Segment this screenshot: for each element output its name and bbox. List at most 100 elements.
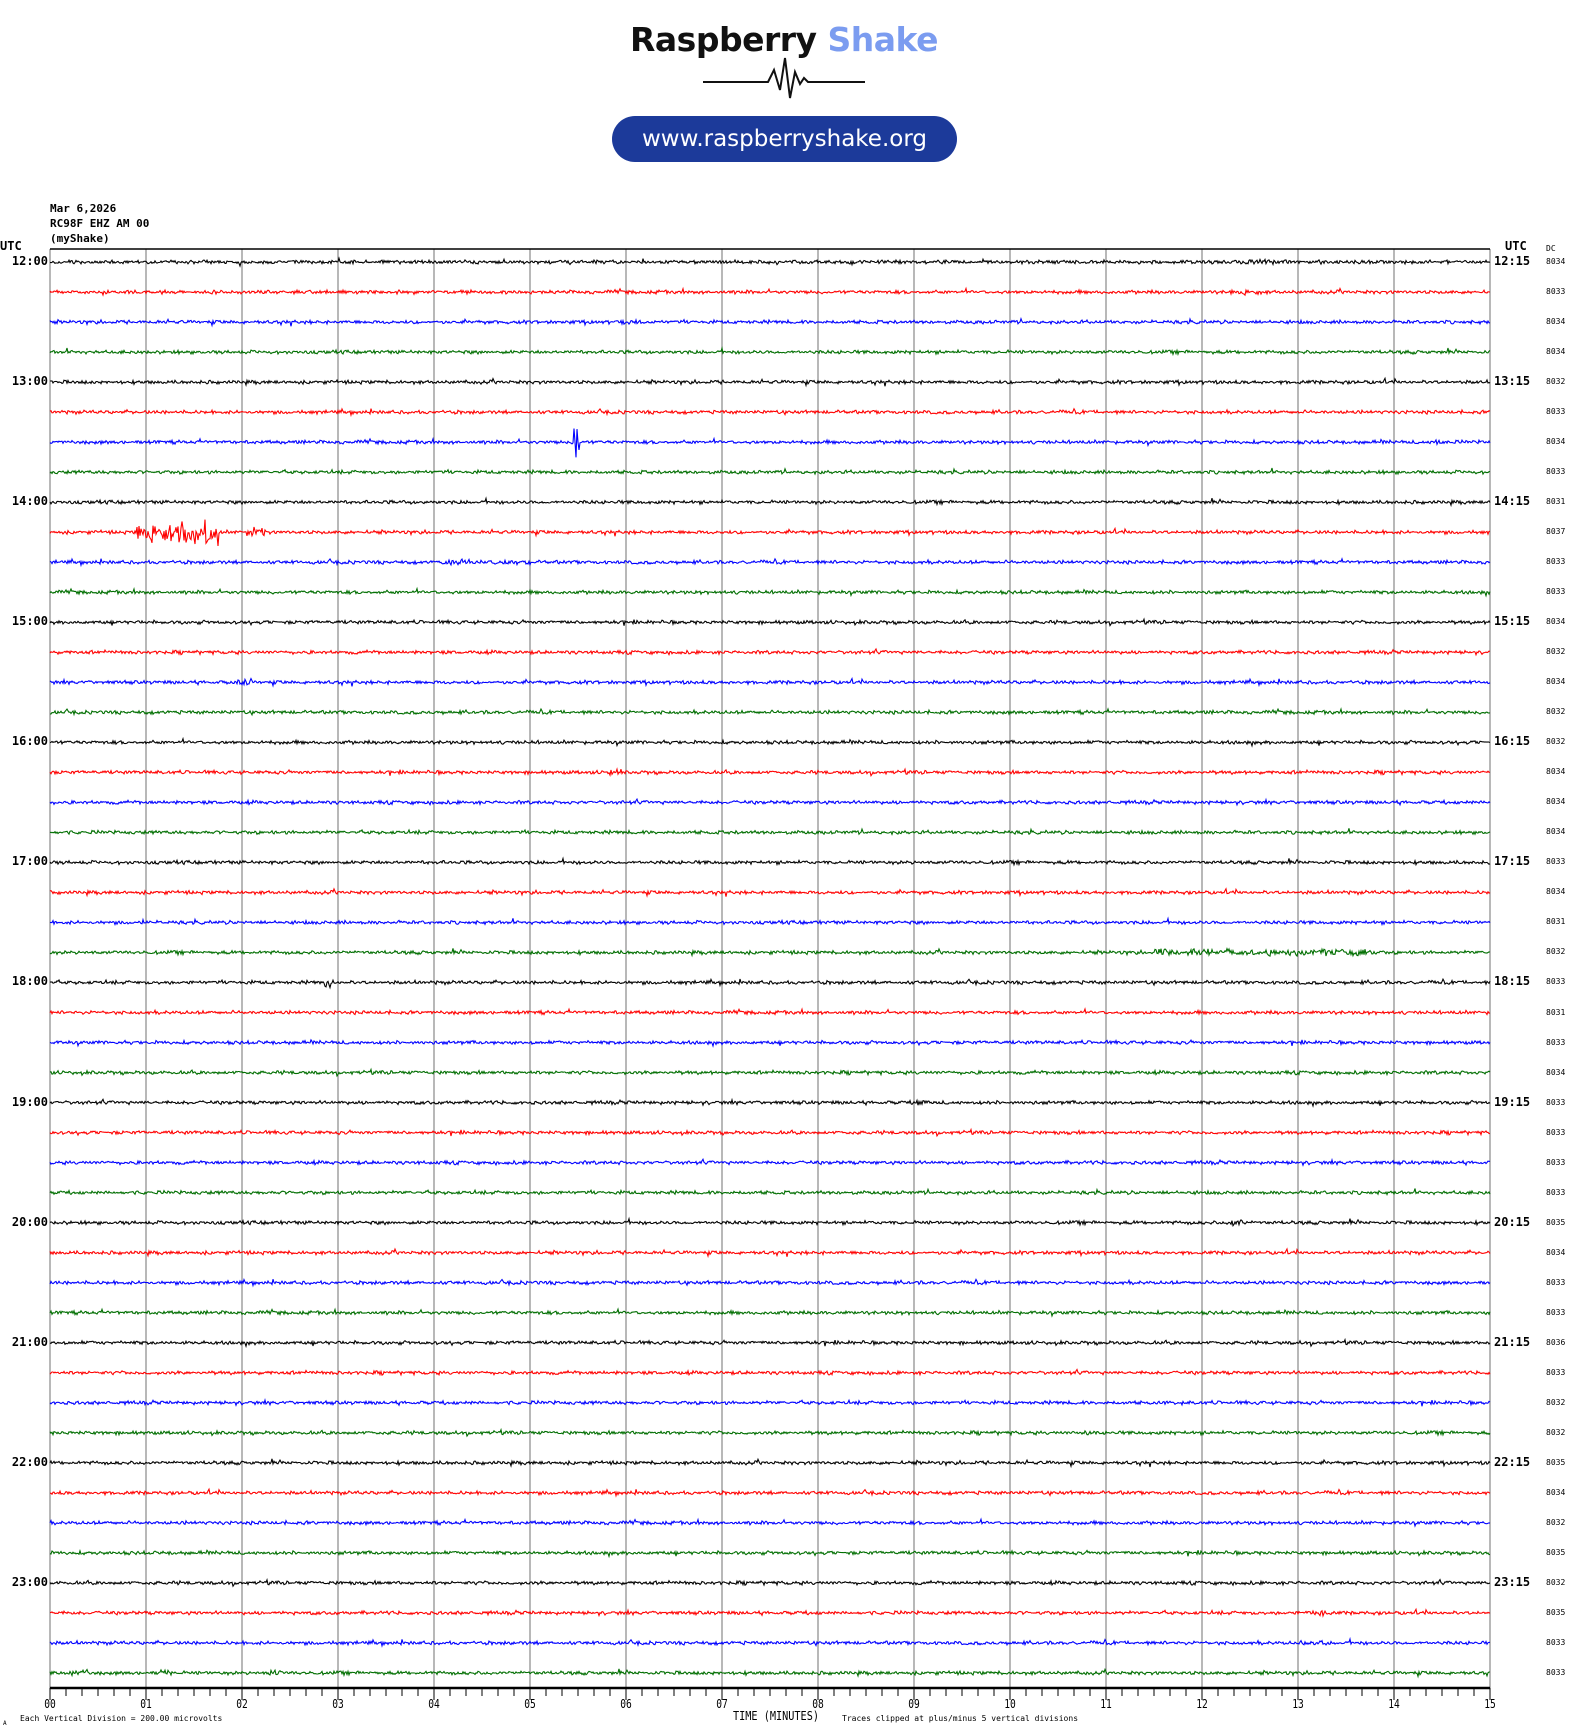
dc-value: 8033 (1546, 407, 1566, 417)
dc-value: 8033 (1546, 1367, 1566, 1377)
x-tick-label: 09 (908, 1697, 920, 1711)
logo-wave-icon (703, 57, 865, 99)
right-time-label: 12:15 (1494, 254, 1531, 268)
seismic-trace (49, 617, 1491, 627)
right-time-label: 17:15 (1494, 854, 1531, 869)
dc-value: 8033 (1546, 1127, 1566, 1137)
seismic-trace (49, 256, 1491, 268)
left-time-label: 14:00 (11, 494, 48, 509)
dc-value: 8035 (1546, 1217, 1566, 1227)
right-time-label: 21:15 (1494, 1334, 1531, 1349)
left-time-label: 18:00 (11, 974, 48, 989)
seismic-trace (49, 407, 1491, 418)
x-tick-label: 15 (1484, 1697, 1496, 1711)
x-tick-label: 01 (140, 1697, 152, 1711)
seismic-trace (49, 1487, 1491, 1498)
left-time-label: 15:00 (11, 614, 48, 629)
network-label: (myShake) (50, 232, 110, 245)
seismic-trace (49, 316, 1491, 328)
dc-value: 8032 (1546, 1577, 1566, 1587)
dc-value: 8036 (1546, 1337, 1566, 1347)
x-tick-label: 05 (524, 1697, 536, 1711)
dc-value: 8034 (1546, 797, 1566, 807)
dc-value: 8033 (1546, 557, 1566, 567)
seismic-trace (49, 519, 1491, 546)
left-utc-label: UTC (0, 239, 22, 253)
seismic-trace (49, 736, 1491, 748)
right-time-label: 23:15 (1494, 1574, 1531, 1589)
seismic-trace (49, 557, 1491, 568)
seismic-trace (49, 428, 1491, 458)
dc-value: 8034 (1546, 767, 1566, 777)
seismic-trace (49, 856, 1491, 867)
right-time-label: 19:15 (1494, 1094, 1531, 1109)
right-utc-label: UTC (1505, 239, 1527, 253)
right-time-label: 20:15 (1494, 1214, 1531, 1229)
seismic-trace (50, 376, 1491, 388)
dc-value: 8032 (1546, 737, 1566, 747)
right-time-label: 18:15 (1494, 974, 1531, 989)
x-tick-label: 04 (428, 1697, 440, 1711)
dc-value: 8034 (1546, 437, 1566, 447)
seismic-trace (49, 1517, 1491, 1528)
left-time-label: 21:00 (11, 1334, 48, 1349)
dc-value: 8032 (1546, 647, 1566, 657)
seismic-trace (49, 676, 1491, 688)
x-tick-label: 10 (1004, 1697, 1016, 1711)
left-time-label: 12:00 (11, 254, 48, 268)
dc-value: 8032 (1546, 707, 1566, 717)
dc-value: 8034 (1546, 317, 1566, 327)
dc-value: 8032 (1546, 377, 1566, 387)
seismic-trace (49, 1368, 1491, 1377)
dc-value: 8033 (1546, 1277, 1566, 1287)
logo-word-raspberry: Raspberry (630, 20, 817, 59)
dc-value: 8033 (1546, 1097, 1566, 1107)
dc-value: 8034 (1546, 1487, 1566, 1497)
seismic-trace (49, 496, 1491, 508)
seismic-trace (49, 1427, 1491, 1438)
right-time-label: 22:15 (1494, 1454, 1531, 1469)
dc-value: 8032 (1546, 947, 1566, 957)
seismic-trace (49, 467, 1491, 476)
seismic-trace (50, 707, 1491, 717)
dc-value: 8034 (1546, 1247, 1566, 1257)
seismic-trace (49, 1278, 1491, 1288)
seismic-trace (49, 1127, 1491, 1138)
x-tick-label: 03 (332, 1697, 344, 1711)
corner-mark: A (3, 1720, 7, 1727)
x-axis-title: TIME (MINUTES) (733, 1709, 819, 1723)
x-tick-label: 11 (1100, 1697, 1112, 1711)
seismic-trace (49, 947, 1491, 958)
seismic-trace (49, 916, 1491, 927)
seismic-trace (49, 1038, 1491, 1048)
seismic-trace (49, 1607, 1491, 1618)
seismic-trace (49, 1337, 1491, 1349)
seismic-trace (49, 1397, 1491, 1407)
dc-value: 8032 (1546, 1397, 1566, 1407)
left-time-label: 13:00 (11, 374, 48, 389)
seismic-trace (49, 1457, 1491, 1469)
x-tick-label: 00 (44, 1697, 56, 1711)
seismic-trace (49, 1307, 1491, 1318)
x-tick-label: 07 (716, 1697, 728, 1711)
logo-word-shake: Shake (827, 20, 939, 59)
dc-value: 8033 (1546, 587, 1566, 597)
dc-value: 8035 (1546, 1547, 1566, 1557)
seismic-trace (49, 1247, 1491, 1259)
left-time-label: 17:00 (11, 854, 48, 869)
dc-value: 8033 (1546, 1187, 1566, 1197)
left-time-label: 16:00 (11, 734, 48, 749)
dc-value: 8033 (1546, 857, 1566, 867)
seismic-trace (49, 1578, 1491, 1588)
logo-title: Raspberry Shake (0, 20, 1568, 59)
dc-value: 8033 (1546, 467, 1566, 477)
left-time-label: 19:00 (11, 1094, 48, 1109)
website-link[interactable]: www.raspberryshake.org (612, 116, 957, 162)
dc-value: 8033 (1546, 1667, 1566, 1677)
dc-value: 8035 (1546, 1457, 1566, 1467)
seismic-trace (49, 647, 1491, 657)
dc-value: 8033 (1546, 287, 1566, 297)
dc-value: 8034 (1546, 347, 1566, 357)
seismic-trace (49, 767, 1491, 778)
